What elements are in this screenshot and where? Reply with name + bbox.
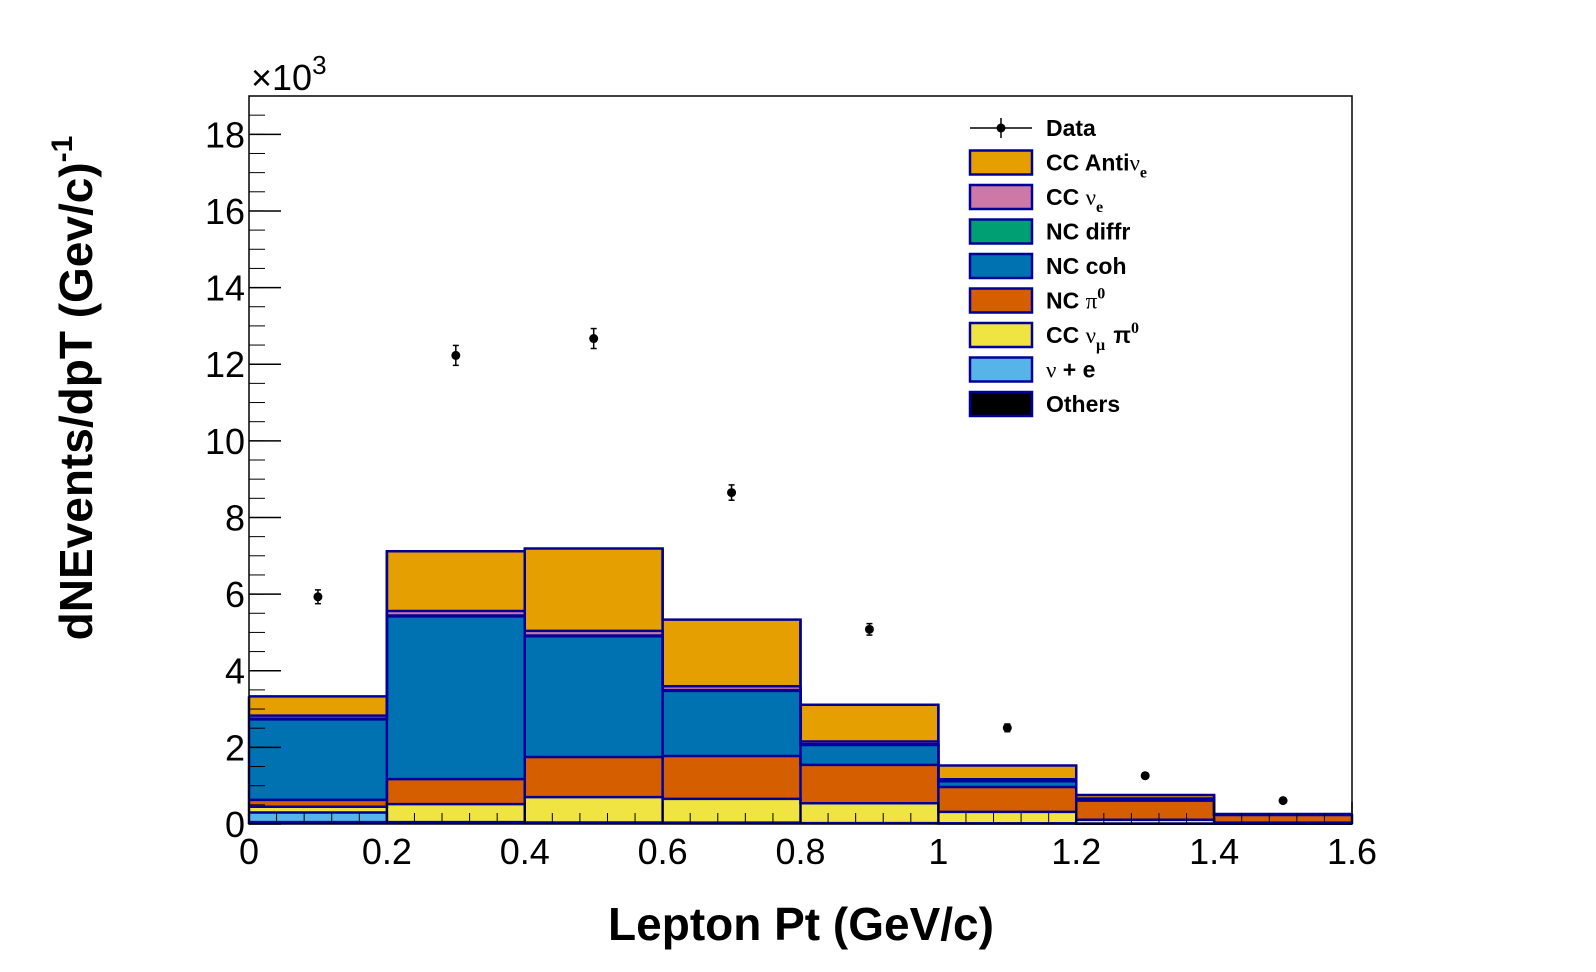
x-tick-label-4: 0.8 bbox=[775, 831, 825, 872]
x-tick-label-5: 1 bbox=[928, 831, 948, 872]
bar-nc-0-bin-7 bbox=[1214, 814, 1352, 823]
bar-cc-e-bin-0 bbox=[249, 715, 387, 719]
bar-nc-0-bin-3 bbox=[662, 755, 801, 799]
bar--e-bin-0 bbox=[249, 812, 387, 823]
bar-cc-0-bin-6 bbox=[1076, 819, 1215, 824]
y-tick-label-0: 0 bbox=[225, 804, 245, 845]
bar-cc-e-bin-1 bbox=[386, 610, 525, 616]
bar-cc-anti-e-bin-6 bbox=[1076, 795, 1215, 799]
data-point-0 bbox=[313, 592, 323, 602]
bar-cc-anti-e-bin-1 bbox=[386, 551, 525, 611]
bar-cc-0-bin-4 bbox=[800, 803, 939, 824]
bar-cc-e-bin-4 bbox=[800, 741, 939, 745]
bar-nc-0-bin-5 bbox=[938, 786, 1077, 812]
x-axis-title: Lepton Pt (GeV/c) bbox=[608, 898, 994, 950]
legend-swatch-ccnue bbox=[968, 183, 1034, 211]
y-tick-label-6: 12 bbox=[205, 344, 245, 385]
legend-swatch-ncdiffr bbox=[968, 218, 1034, 245]
data-point-6 bbox=[1140, 771, 1150, 781]
bar-nc-0-bin-6 bbox=[1076, 800, 1215, 820]
bar-nc-coh-bin-3 bbox=[662, 690, 801, 756]
bar-cc-0-bin-1 bbox=[386, 804, 525, 823]
data-point-5 bbox=[1002, 723, 1012, 733]
legend-label-ccnumupi0: CC νμ π0 bbox=[1046, 320, 1139, 354]
x-tick-label-0: 0 bbox=[239, 831, 259, 872]
legend-swatch-ccnumupi0 bbox=[968, 321, 1034, 349]
bar-cc-anti-e-bin-0 bbox=[249, 696, 387, 716]
data-point-1 bbox=[451, 350, 461, 360]
y-tick-label-8: 16 bbox=[205, 191, 245, 232]
x-tick-label-3: 0.6 bbox=[638, 831, 688, 872]
x-tick-label-2: 0.4 bbox=[500, 831, 550, 872]
data-point-4 bbox=[864, 624, 874, 634]
axis-tick-labels: 0 0.2 0.4 0.6 0.8 1 1.2 1.4 1.6 0 2 4 6 8 10 12 14 16 18 bbox=[205, 114, 1377, 872]
bar-cc-e-bin-3 bbox=[662, 686, 801, 691]
bar-cc-0-bin-5 bbox=[938, 811, 1077, 824]
bar-cc-anti-e-bin-2 bbox=[524, 548, 663, 631]
legend-swatch-others bbox=[968, 390, 1034, 418]
legend-label-ncpi0: NC π0 bbox=[1046, 286, 1107, 314]
y-tick-label-9: 18 bbox=[205, 114, 245, 155]
y-tick-label-4: 8 bbox=[225, 497, 245, 538]
x-tick-label-6: 1.2 bbox=[1051, 831, 1101, 872]
legend-swatch-ccanti bbox=[968, 149, 1034, 176]
bar-nc-coh-bin-5 bbox=[938, 781, 1077, 787]
y-tick-label-3: 6 bbox=[225, 574, 245, 615]
bar-nc-0-bin-4 bbox=[800, 764, 939, 804]
bar-cc-0-bin-2 bbox=[524, 797, 663, 823]
legend-label-nccoh: NC coh bbox=[1046, 253, 1127, 279]
legend-data-marker bbox=[996, 123, 1006, 133]
y-axis-title: dNEvents/dpT (Gev/c)-1 bbox=[46, 136, 102, 641]
bar-nc-0-bin-1 bbox=[386, 779, 525, 805]
y-tick-label-2: 4 bbox=[225, 651, 245, 692]
data-points-layer bbox=[313, 327, 1288, 806]
legend-label-data: Data bbox=[1046, 115, 1096, 141]
data-point-2 bbox=[589, 334, 599, 344]
legend-swatch-nue bbox=[968, 356, 1034, 383]
bar-nc-0-bin-2 bbox=[524, 756, 663, 798]
x-tick-label-7: 1.4 bbox=[1189, 831, 1239, 872]
legend-label-others: Others bbox=[1046, 391, 1120, 417]
y-tick-label-5: 10 bbox=[205, 421, 245, 462]
bar-cc-0-bin-0 bbox=[249, 806, 387, 813]
bar-nc-0-bin-0 bbox=[249, 799, 387, 807]
bar-nc-coh-bin-4 bbox=[800, 744, 939, 765]
bar-cc-anti-e-bin-5 bbox=[938, 765, 1077, 780]
bar-cc-e-bin-2 bbox=[524, 630, 663, 636]
legend-swatch-nccoh bbox=[968, 252, 1034, 280]
bar-nc-coh-bin-1 bbox=[386, 616, 525, 780]
legend-swatch-ncpi0 bbox=[968, 287, 1034, 314]
axis-ticks bbox=[248, 95, 1353, 825]
legend-label-nue: ν + e bbox=[1046, 357, 1095, 383]
bar-nc-coh-bin-0 bbox=[249, 719, 387, 800]
bar-nc-coh-bin-2 bbox=[524, 636, 663, 757]
x-tick-label-8: 1.6 bbox=[1327, 831, 1377, 872]
legend-label-ccanti: CC Antiνe bbox=[1046, 150, 1149, 182]
data-point-3 bbox=[727, 488, 737, 498]
x-tick-label-1: 0.2 bbox=[362, 831, 412, 872]
bar-cc-anti-e-bin-4 bbox=[800, 704, 939, 742]
legend-label-ccnue: CC νe bbox=[1046, 184, 1105, 216]
bar-cc-0-bin-3 bbox=[662, 798, 801, 823]
bar-cc-anti-e-bin-3 bbox=[662, 619, 801, 687]
legend-label-ncdiffr: NC diffr bbox=[1046, 219, 1130, 245]
y-multiplier: ×103 bbox=[251, 50, 327, 98]
data-point-7 bbox=[1278, 796, 1288, 806]
bars-layer bbox=[249, 548, 1352, 824]
y-tick-label-1: 2 bbox=[225, 727, 245, 768]
y-tick-label-7: 14 bbox=[205, 268, 245, 309]
y-axis-title-group: dNEvents/dpT (Gev/c)-1 bbox=[46, 136, 102, 641]
